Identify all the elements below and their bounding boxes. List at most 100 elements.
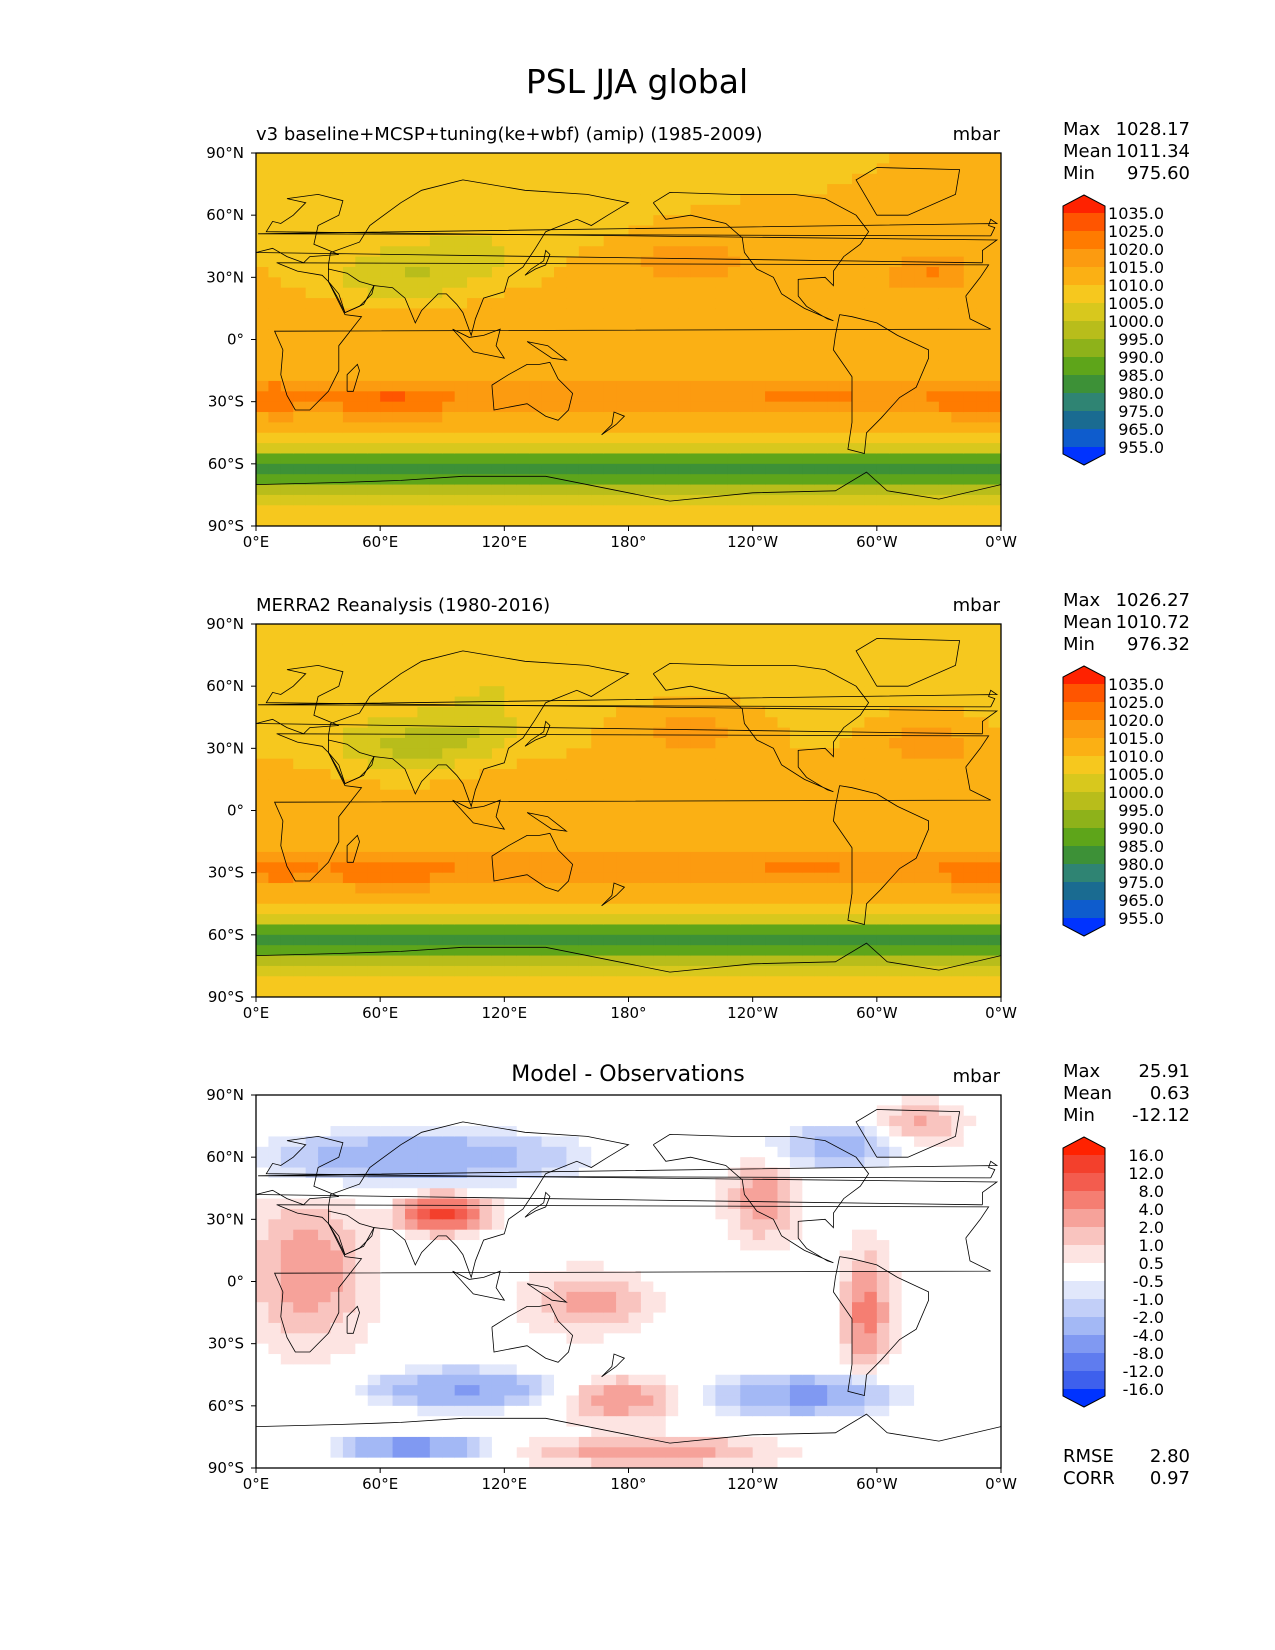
- field-cell: [367, 277, 381, 289]
- field-cell: [765, 686, 779, 698]
- field-cell: [479, 215, 493, 227]
- field-cell: [703, 298, 717, 310]
- field-cell: [938, 934, 952, 946]
- field-cell: [417, 1095, 431, 1106]
- field-cell: [740, 298, 754, 310]
- y-tick-label: 60°N: [206, 206, 244, 224]
- field-cell: [740, 215, 754, 227]
- field-cell: [740, 277, 754, 289]
- field-cell: [839, 644, 853, 656]
- field-cell: [976, 287, 990, 299]
- field-cell: [690, 872, 704, 884]
- field-cell: [367, 883, 381, 894]
- field-cell: [752, 515, 766, 526]
- field-cell: [256, 1447, 270, 1459]
- field-cell: [976, 986, 990, 997]
- field-cell: [541, 329, 555, 341]
- field-cell: [938, 914, 952, 926]
- field-cell: [454, 665, 468, 677]
- field-cell: [690, 924, 704, 936]
- field-cell: [454, 184, 468, 196]
- colorbar-swatch: [1063, 828, 1105, 847]
- field-cell: [417, 1240, 431, 1252]
- field-cell: [839, 862, 853, 874]
- field-cell: [367, 308, 381, 320]
- field-cell: [988, 318, 1001, 330]
- field-cell: [727, 883, 741, 894]
- field-cell: [901, 748, 915, 760]
- field-cell: [516, 266, 530, 278]
- field-cell: [330, 235, 344, 247]
- field-cell: [566, 370, 580, 382]
- field-cell: [541, 727, 555, 739]
- field-cell: [467, 256, 481, 268]
- field-cell: [541, 463, 555, 475]
- field-cell: [665, 748, 679, 760]
- field-cell: [529, 463, 543, 475]
- field-cell: [690, 287, 704, 299]
- field-cell: [342, 717, 356, 729]
- field-cell: [367, 624, 381, 635]
- field-cell: [901, 401, 915, 413]
- field-cell: [876, 955, 890, 967]
- field-cell: [665, 758, 679, 770]
- field-cell: [938, 665, 952, 677]
- field-cell: [715, 955, 729, 967]
- field-cell: [330, 851, 344, 863]
- field-cell: [367, 934, 381, 946]
- field-cell: [789, 717, 803, 729]
- field-cell: [355, 737, 369, 749]
- field-cell: [268, 883, 282, 894]
- colorbar-swatch: [1063, 321, 1105, 340]
- field-cell: [367, 1302, 381, 1314]
- field-cell: [380, 1405, 394, 1417]
- field-cell: [640, 370, 654, 382]
- field-cell: [628, 706, 642, 718]
- field-cell: [752, 235, 766, 247]
- field-cell: [442, 215, 456, 227]
- field-cell: [727, 727, 741, 739]
- field-cell: [926, 380, 940, 392]
- field-cell: [765, 800, 779, 812]
- colorbar-tick-label: 1035.0: [1108, 204, 1164, 223]
- field-cell: [318, 1457, 332, 1468]
- field-cell: [628, 370, 642, 382]
- field-cell: [740, 831, 754, 843]
- field-cell: [429, 298, 443, 310]
- field-cell: [305, 225, 319, 237]
- field-cell: [864, 412, 878, 423]
- field-cell: [529, 225, 543, 237]
- field-cell: [504, 727, 518, 739]
- field-cell: [752, 706, 766, 718]
- field-cell: [653, 474, 667, 486]
- field-cell: [417, 463, 431, 475]
- field-cell: [355, 800, 369, 812]
- field-cell: [876, 883, 890, 894]
- field-cell: [616, 789, 630, 801]
- field-cell: [628, 841, 642, 853]
- field-cell: [752, 277, 766, 289]
- field-cell: [293, 173, 307, 185]
- field-cell: [504, 380, 518, 392]
- field-cell: [280, 515, 294, 526]
- field-cell: [405, 339, 419, 351]
- field-cell: [653, 349, 667, 361]
- field-cell: [516, 986, 530, 997]
- field-cell: [318, 163, 332, 175]
- field-cell: [355, 1271, 369, 1283]
- field-cell: [640, 308, 654, 320]
- field-cell: [554, 976, 568, 988]
- field-cell: [839, 370, 853, 382]
- field-cell: [554, 494, 568, 506]
- field-cell: [342, 1146, 356, 1158]
- field-cell: [852, 494, 866, 506]
- field-cell: [342, 1167, 356, 1179]
- field-cell: [541, 893, 555, 905]
- field-cell: [529, 706, 543, 718]
- field-cell: [876, 831, 890, 843]
- field-cell: [268, 184, 282, 196]
- field-cell: [889, 862, 903, 874]
- field-cell: [280, 945, 294, 957]
- field-cell: [479, 758, 493, 770]
- field-cell: [578, 215, 592, 227]
